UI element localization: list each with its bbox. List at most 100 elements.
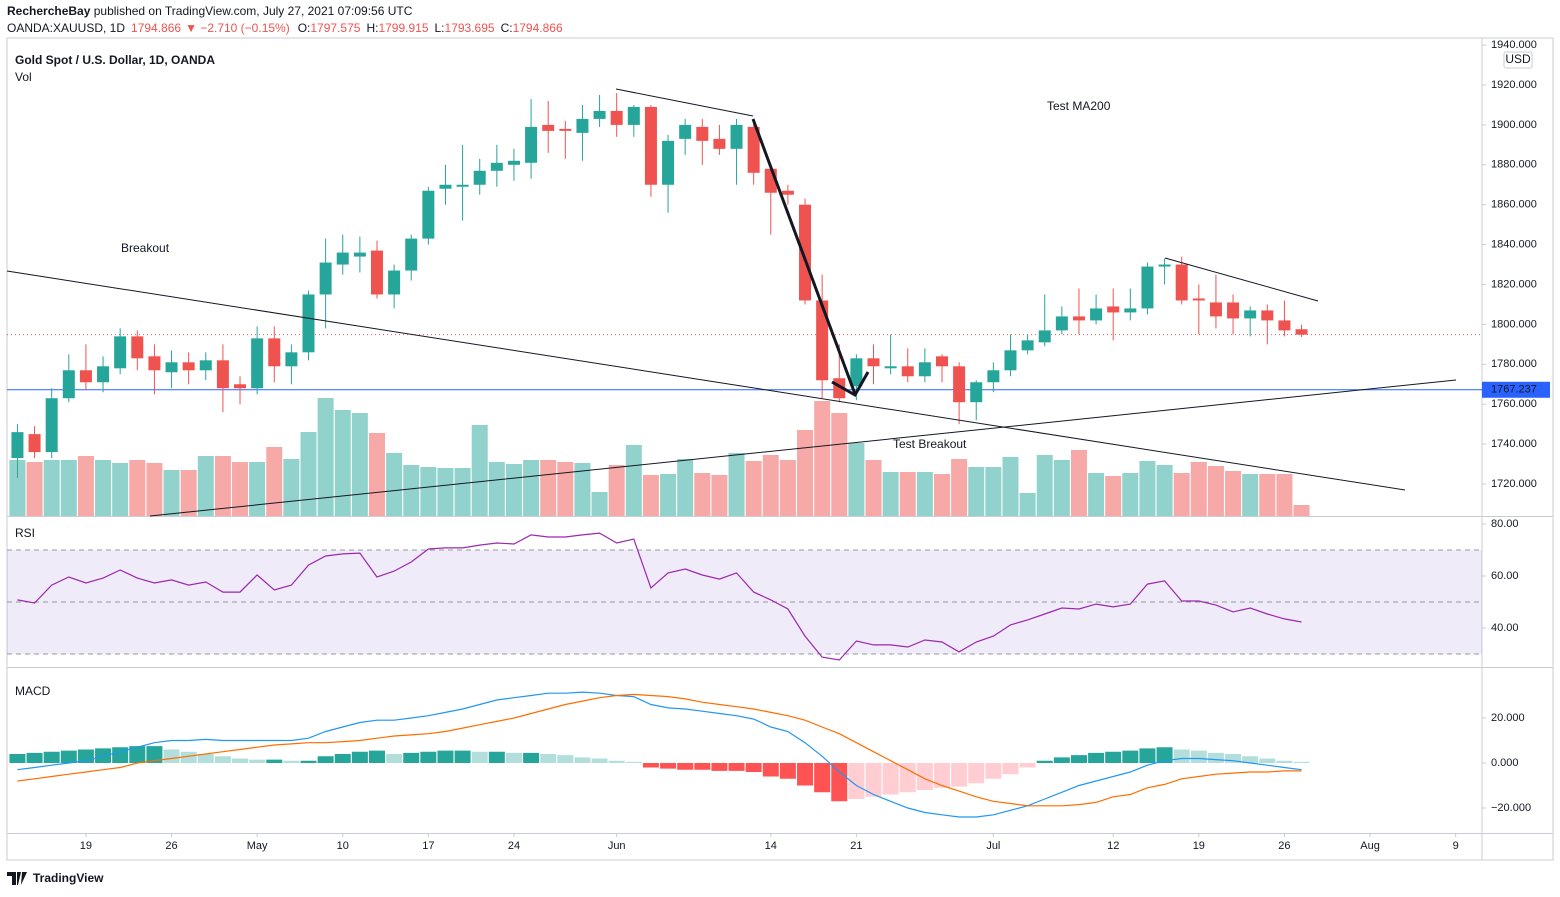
- candle-body: [388, 270, 401, 295]
- volume-bar: [112, 463, 129, 516]
- volume-bar: [762, 455, 779, 516]
- currency: USD: [1505, 52, 1531, 66]
- candle-body: [251, 338, 264, 389]
- volume-bar: [574, 463, 591, 516]
- macd-histogram: [249, 759, 266, 763]
- volume-bar: [677, 459, 694, 516]
- annotation: Test Breakout: [893, 437, 967, 451]
- ohlc-line: OANDA:XAUUSD, 1D 1794.866 ▼ −2.710 (−0.15%…: [7, 21, 563, 35]
- macd-histogram: [317, 756, 334, 763]
- macd-histogram: [1259, 758, 1276, 763]
- logo-text: TradingView: [33, 871, 104, 885]
- volume-bar: [1122, 473, 1139, 516]
- rsi-label: RSI: [15, 526, 35, 540]
- candle-body: [1107, 306, 1120, 313]
- candle-body: [935, 356, 948, 367]
- volume-bar: [95, 460, 112, 516]
- volume-bar: [437, 468, 454, 516]
- macd-histogram: [608, 760, 625, 763]
- macd-histogram: [574, 757, 591, 763]
- macd-histogram: [26, 752, 43, 763]
- macd-histogram: [762, 762, 779, 777]
- volume-bar: [916, 472, 933, 516]
- volume-bar: [951, 459, 968, 516]
- macd-histogram: [420, 751, 437, 763]
- macd-histogram: [557, 755, 574, 763]
- rsi-layer: [7, 532, 1482, 661]
- volume-bar: [26, 462, 43, 516]
- candle-body: [696, 126, 709, 141]
- volume-bar: [146, 463, 163, 516]
- candle-body: [456, 184, 469, 187]
- volume-bar: [882, 472, 899, 516]
- volume-bar: [1242, 474, 1259, 516]
- macd-histogram: [129, 746, 146, 763]
- candle-body: [1175, 264, 1188, 301]
- macd-histogram: [831, 762, 848, 802]
- volume-bar: [232, 462, 249, 516]
- volume-bar: [1207, 466, 1224, 516]
- macd-histogram: [728, 762, 745, 771]
- y-tick-label: 1940.000: [1491, 39, 1537, 51]
- candle-body: [1158, 264, 1171, 267]
- y-tick-label: 1900.000: [1491, 119, 1537, 131]
- x-tick-label: 12: [1107, 840, 1119, 852]
- volume-bar: [386, 453, 403, 516]
- change: ▼ −2.710 (−0.15%): [185, 21, 290, 35]
- macd-histogram: [163, 749, 180, 763]
- x-tick-label: 21: [850, 840, 862, 852]
- macd-histogram: [1105, 751, 1122, 763]
- candle-body: [576, 118, 589, 133]
- candle-body: [165, 362, 178, 373]
- volume-bar: [779, 460, 796, 516]
- macd-histogram: [43, 751, 60, 763]
- macd-histogram: [112, 747, 129, 763]
- macd-histogram: [334, 753, 351, 763]
- volume-bar: [403, 465, 420, 516]
- macd-histogram: [1002, 762, 1019, 775]
- candle-body: [799, 204, 812, 301]
- trendline: [6, 270, 1406, 491]
- candle-body: [662, 140, 675, 185]
- price-label: 1767.237: [1491, 384, 1537, 396]
- x-tick-label: Jun: [608, 840, 626, 852]
- volume-bar: [505, 464, 522, 516]
- y-tick-label: 80.00: [1491, 518, 1519, 530]
- macd-histogram: [146, 746, 163, 763]
- volume-bar: [1156, 465, 1173, 516]
- volume-bar: [1002, 457, 1019, 516]
- chart-title: Gold Spot / U.S. Dollar, 1D, OANDA: [15, 53, 215, 67]
- annotation: Test MA200: [1047, 99, 1111, 113]
- y-tick-label: −20.000: [1491, 802, 1531, 814]
- volume-bar: [1259, 474, 1276, 516]
- candle-body: [507, 160, 520, 165]
- macd-histogram: [933, 762, 950, 788]
- x-tick-label: 26: [165, 840, 177, 852]
- macd-histogram: [403, 752, 420, 763]
- candle-body: [1055, 316, 1068, 331]
- volume-bar: [814, 401, 831, 516]
- volume-bar: [1019, 493, 1036, 516]
- candle-body: [319, 262, 332, 295]
- macd-histogram: [882, 762, 899, 795]
- ohlc-key: H:: [366, 21, 378, 35]
- volume-bar: [608, 465, 625, 516]
- macd-histogram: [694, 762, 711, 770]
- candle-body: [542, 124, 555, 131]
- macd-histogram: [454, 750, 471, 763]
- candle-body: [730, 124, 743, 149]
- volume-bar: [249, 462, 266, 516]
- x-tick-label: 17: [422, 840, 434, 852]
- macd-line: [17, 693, 1302, 807]
- y-tick-label: 1780.000: [1491, 358, 1537, 370]
- volume-bar: [1053, 460, 1070, 516]
- candle-body: [422, 190, 435, 239]
- volume-bar: [214, 456, 231, 516]
- candle-body: [867, 358, 880, 367]
- price-label-box: [1482, 381, 1550, 398]
- macd-histogram: [797, 762, 814, 786]
- volume-bar: [728, 453, 745, 516]
- macd-histogram: [591, 758, 608, 763]
- macd-histogram: [1070, 755, 1087, 763]
